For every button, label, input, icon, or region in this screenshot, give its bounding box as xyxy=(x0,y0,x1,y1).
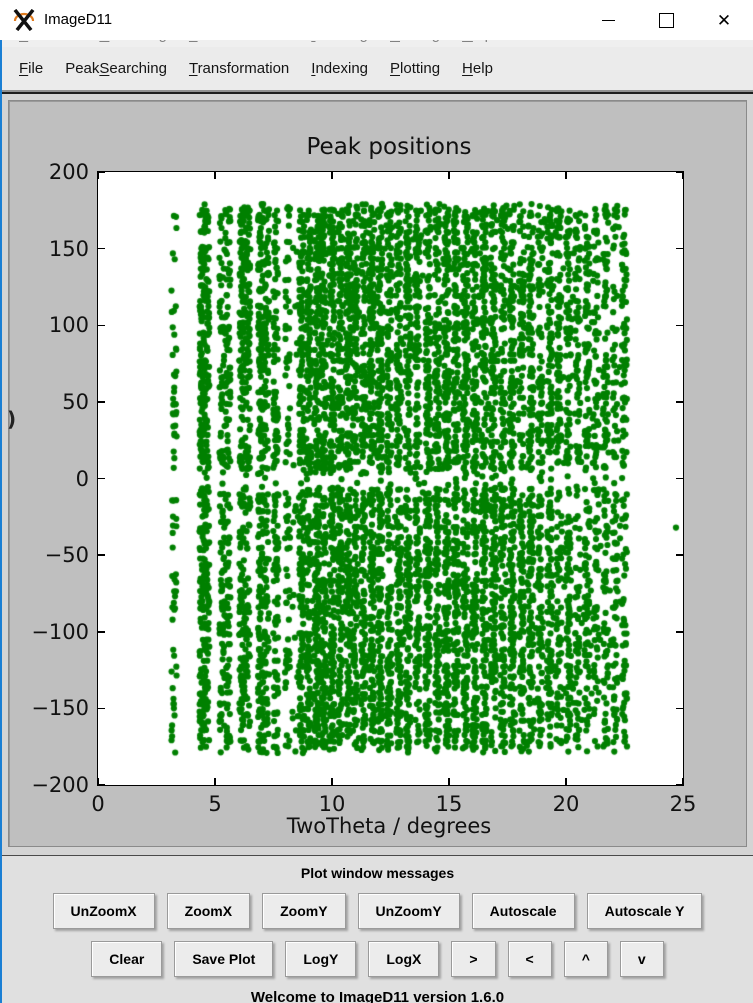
button-row-2: Clear Save Plot LogY LogX > < ^ v xyxy=(2,941,753,977)
status-text: Welcome to ImageD11 version 1.6.0 xyxy=(250,989,505,1003)
ghost-menu-strip: FilePeakSearchingTransformationIndexingP… xyxy=(2,40,753,47)
menu-item-transformation[interactable]: Transformation xyxy=(188,60,290,77)
menu-item-file[interactable]: File xyxy=(19,60,44,77)
zoomx-button[interactable]: ZoomX xyxy=(166,893,251,929)
pan-right-button[interactable]: > xyxy=(451,941,496,977)
unzoomx-button[interactable]: UnZoomX xyxy=(52,893,155,929)
ghost-menu-row: FilePeakSearchingTransformationIndexingP… xyxy=(2,40,753,43)
y-tick-mark xyxy=(98,554,105,556)
y-tick-label: −200 xyxy=(31,773,89,797)
y-tick-mark-right xyxy=(676,554,683,556)
plot-control-panel: Plot window messages UnZoomX ZoomX ZoomY Un… xyxy=(2,855,753,1003)
pan-down-button[interactable]: v xyxy=(619,941,664,977)
y-tick-mark-right xyxy=(676,324,683,326)
minimize-button[interactable] xyxy=(579,0,637,40)
y-tick-mark-right xyxy=(676,171,683,173)
pan-up-button[interactable]: ^ xyxy=(563,941,608,977)
y-tick-mark xyxy=(98,247,105,250)
clear-button[interactable]: Clear xyxy=(91,941,163,977)
x-tick-label: 25 xyxy=(669,792,697,816)
y-tick-label: 100 xyxy=(48,313,89,338)
y-tick-mark xyxy=(98,631,105,633)
plot-area: 200 150 100 50 0 −50 −100 −150 −200 0 5 10 15 20 25 xyxy=(31,162,696,815)
scatter-canvas[interactable] xyxy=(98,172,683,785)
menu-row: File PeakSearching Transformation Indexing P… xyxy=(2,60,504,77)
y-tick-label: 0 xyxy=(75,466,89,491)
menu-item-peaksearching: PeakSearching xyxy=(54,40,178,43)
autoscale-button[interactable]: Autoscale xyxy=(471,893,575,929)
menu-item-transformation: Transformation xyxy=(178,40,300,43)
x-tick-mark-top xyxy=(682,172,684,179)
x-tick-label: 5 xyxy=(208,792,222,816)
menu-item-help[interactable]: Help xyxy=(462,60,493,77)
y-tick-label: 50 xyxy=(62,389,89,414)
window-controls: ✕ xyxy=(579,0,753,40)
y-tick-mark xyxy=(98,324,105,326)
y-tick-label: 150 xyxy=(48,236,89,261)
y-tick-mark xyxy=(98,784,105,786)
x-tick-mark-top xyxy=(214,172,216,179)
menu-item-help: Help xyxy=(451,40,504,43)
x-tick-mark xyxy=(97,778,99,785)
y-tick-mark-right xyxy=(676,477,683,480)
x-tick-mark-top xyxy=(448,172,450,179)
x-tick-mark xyxy=(682,778,684,785)
x-tick-mark-top xyxy=(565,172,567,179)
x-tick-mark xyxy=(448,778,450,785)
close-button[interactable]: ✕ xyxy=(695,0,753,40)
y-tick-mark-right xyxy=(676,631,683,633)
menu-item-indexing[interactable]: Indexing xyxy=(311,60,368,77)
y-tick-mark xyxy=(98,401,105,403)
y-tick-label: −150 xyxy=(31,696,89,721)
x-tick-label: 10 xyxy=(318,792,346,816)
menu-item-plotting[interactable]: Plotting xyxy=(390,60,441,77)
maximize-icon xyxy=(658,12,674,28)
x-tick-mark xyxy=(331,778,333,785)
y-tick-label: 200 xyxy=(48,160,89,184)
x-tick-label: 15 xyxy=(435,792,463,816)
menu-item-indexing: Indexing xyxy=(300,40,379,43)
figure: Peak positions 200 150 100 50 0 −50 −100 −150 −2… xyxy=(7,100,747,847)
x-tick-mark-top xyxy=(97,172,99,179)
x-tick-mark xyxy=(565,778,567,785)
x-tick-mark xyxy=(214,778,216,785)
menu-bar: File PeakSearching Transformation Indexing P… xyxy=(2,47,753,92)
pan-left-button[interactable]: < xyxy=(507,941,552,977)
menu-item-file: File xyxy=(8,40,54,43)
x-axis-label: TwoTheta / degrees xyxy=(286,814,492,838)
y-tick-mark-right xyxy=(676,707,683,710)
y-tick-mark-right xyxy=(676,784,683,786)
x11-logo-icon xyxy=(13,8,35,32)
y-tick-mark xyxy=(98,707,105,710)
x-tick-mark-top xyxy=(331,172,333,179)
clipped-ylabel-artifact: ) xyxy=(7,407,17,431)
save-plot-button[interactable]: Save Plot xyxy=(174,941,274,977)
logy-button[interactable]: LogY xyxy=(285,941,357,977)
logx-button[interactable]: LogX xyxy=(368,941,440,977)
y-tick-mark-right xyxy=(676,247,683,250)
maximize-button[interactable] xyxy=(637,0,695,40)
messages-label: Plot window messages xyxy=(300,865,455,881)
plot-canvas-frame: Peak positions 200 150 100 50 0 −50 −100 −150 −2… xyxy=(2,92,753,855)
y-tick-label: −100 xyxy=(31,619,89,644)
window-body: File PeakSearching Transformation Indexing P… xyxy=(0,40,753,1003)
minimize-icon xyxy=(601,19,615,21)
menu-item-plotting: Plotting xyxy=(379,40,451,43)
plot-title: Peak positions xyxy=(306,134,472,160)
zoomy-button[interactable]: ZoomY xyxy=(262,893,346,929)
y-tick-mark xyxy=(98,477,105,480)
x-tick-label: 0 xyxy=(91,792,105,816)
button-row-1: UnZoomX ZoomX ZoomY UnZoomY Autoscale Autosca… xyxy=(2,893,753,929)
autoscale-y-button[interactable]: Autoscale Y xyxy=(586,893,703,929)
y-tick-mark-right xyxy=(676,401,683,403)
y-tick-mark xyxy=(98,171,105,173)
unzoomy-button[interactable]: UnZoomY xyxy=(357,893,460,929)
y-tick-label: −50 xyxy=(44,543,89,568)
close-icon: ✕ xyxy=(716,10,732,30)
window-title: ImageD11 xyxy=(44,11,113,28)
x-tick-label: 20 xyxy=(552,792,580,816)
title-bar: ImageD11 ✕ xyxy=(0,0,753,40)
menu-item-peaksearching[interactable]: PeakSearching xyxy=(65,60,167,77)
